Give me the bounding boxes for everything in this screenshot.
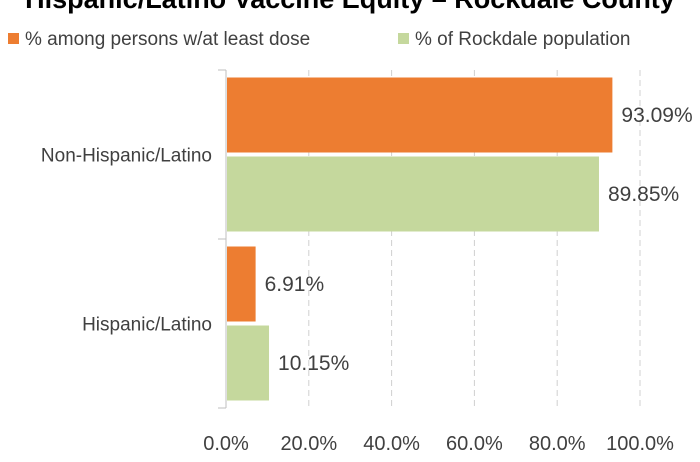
x-tick-label: 0.0%	[203, 433, 249, 455]
x-tick-label: 40.0%	[363, 433, 420, 455]
data-label-1-2: 6.91%	[265, 273, 325, 296]
legend-swatch-2	[398, 33, 409, 44]
legend-swatch-1	[8, 33, 19, 44]
data-label-1-1: 93.09%	[621, 104, 692, 127]
data-label-2-2: 10.15%	[278, 352, 349, 375]
category-label-1: Non-Hispanic/Latino	[41, 146, 212, 167]
bar-1-2	[227, 246, 256, 322]
x-tick-label: 20.0%	[280, 433, 337, 455]
category-labels: Non-Hispanic/Latino Hispanic/Latino	[41, 146, 212, 336]
x-tick-label: 60.0%	[446, 433, 503, 455]
chart-title: Hispanic/Latino Vaccine Equity – Rockdal…	[25, 0, 675, 14]
category-label-2: Hispanic/Latino	[82, 315, 212, 336]
gridlines	[308, 70, 641, 408]
bars	[227, 77, 613, 401]
y-axis	[218, 69, 227, 409]
legend: % among persons w/at least dose % of Rock…	[8, 29, 630, 50]
bar-2-1	[227, 156, 599, 232]
data-label-2-1: 89.85%	[608, 183, 679, 206]
legend-label-1: % among persons w/at least dose	[25, 29, 310, 50]
x-tick-label: 80.0%	[529, 433, 586, 455]
data-labels: 93.09% 89.85% 6.91% 10.15%	[265, 104, 693, 375]
legend-label-2: % of Rockdale population	[415, 29, 630, 50]
bar-1-1	[227, 77, 613, 153]
bar-2-2	[227, 325, 270, 401]
x-tick-label: 100.0%	[606, 433, 674, 455]
x-tick-labels: 0.0% 20.0% 40.0% 60.0% 80.0% 100.0%	[203, 433, 674, 455]
